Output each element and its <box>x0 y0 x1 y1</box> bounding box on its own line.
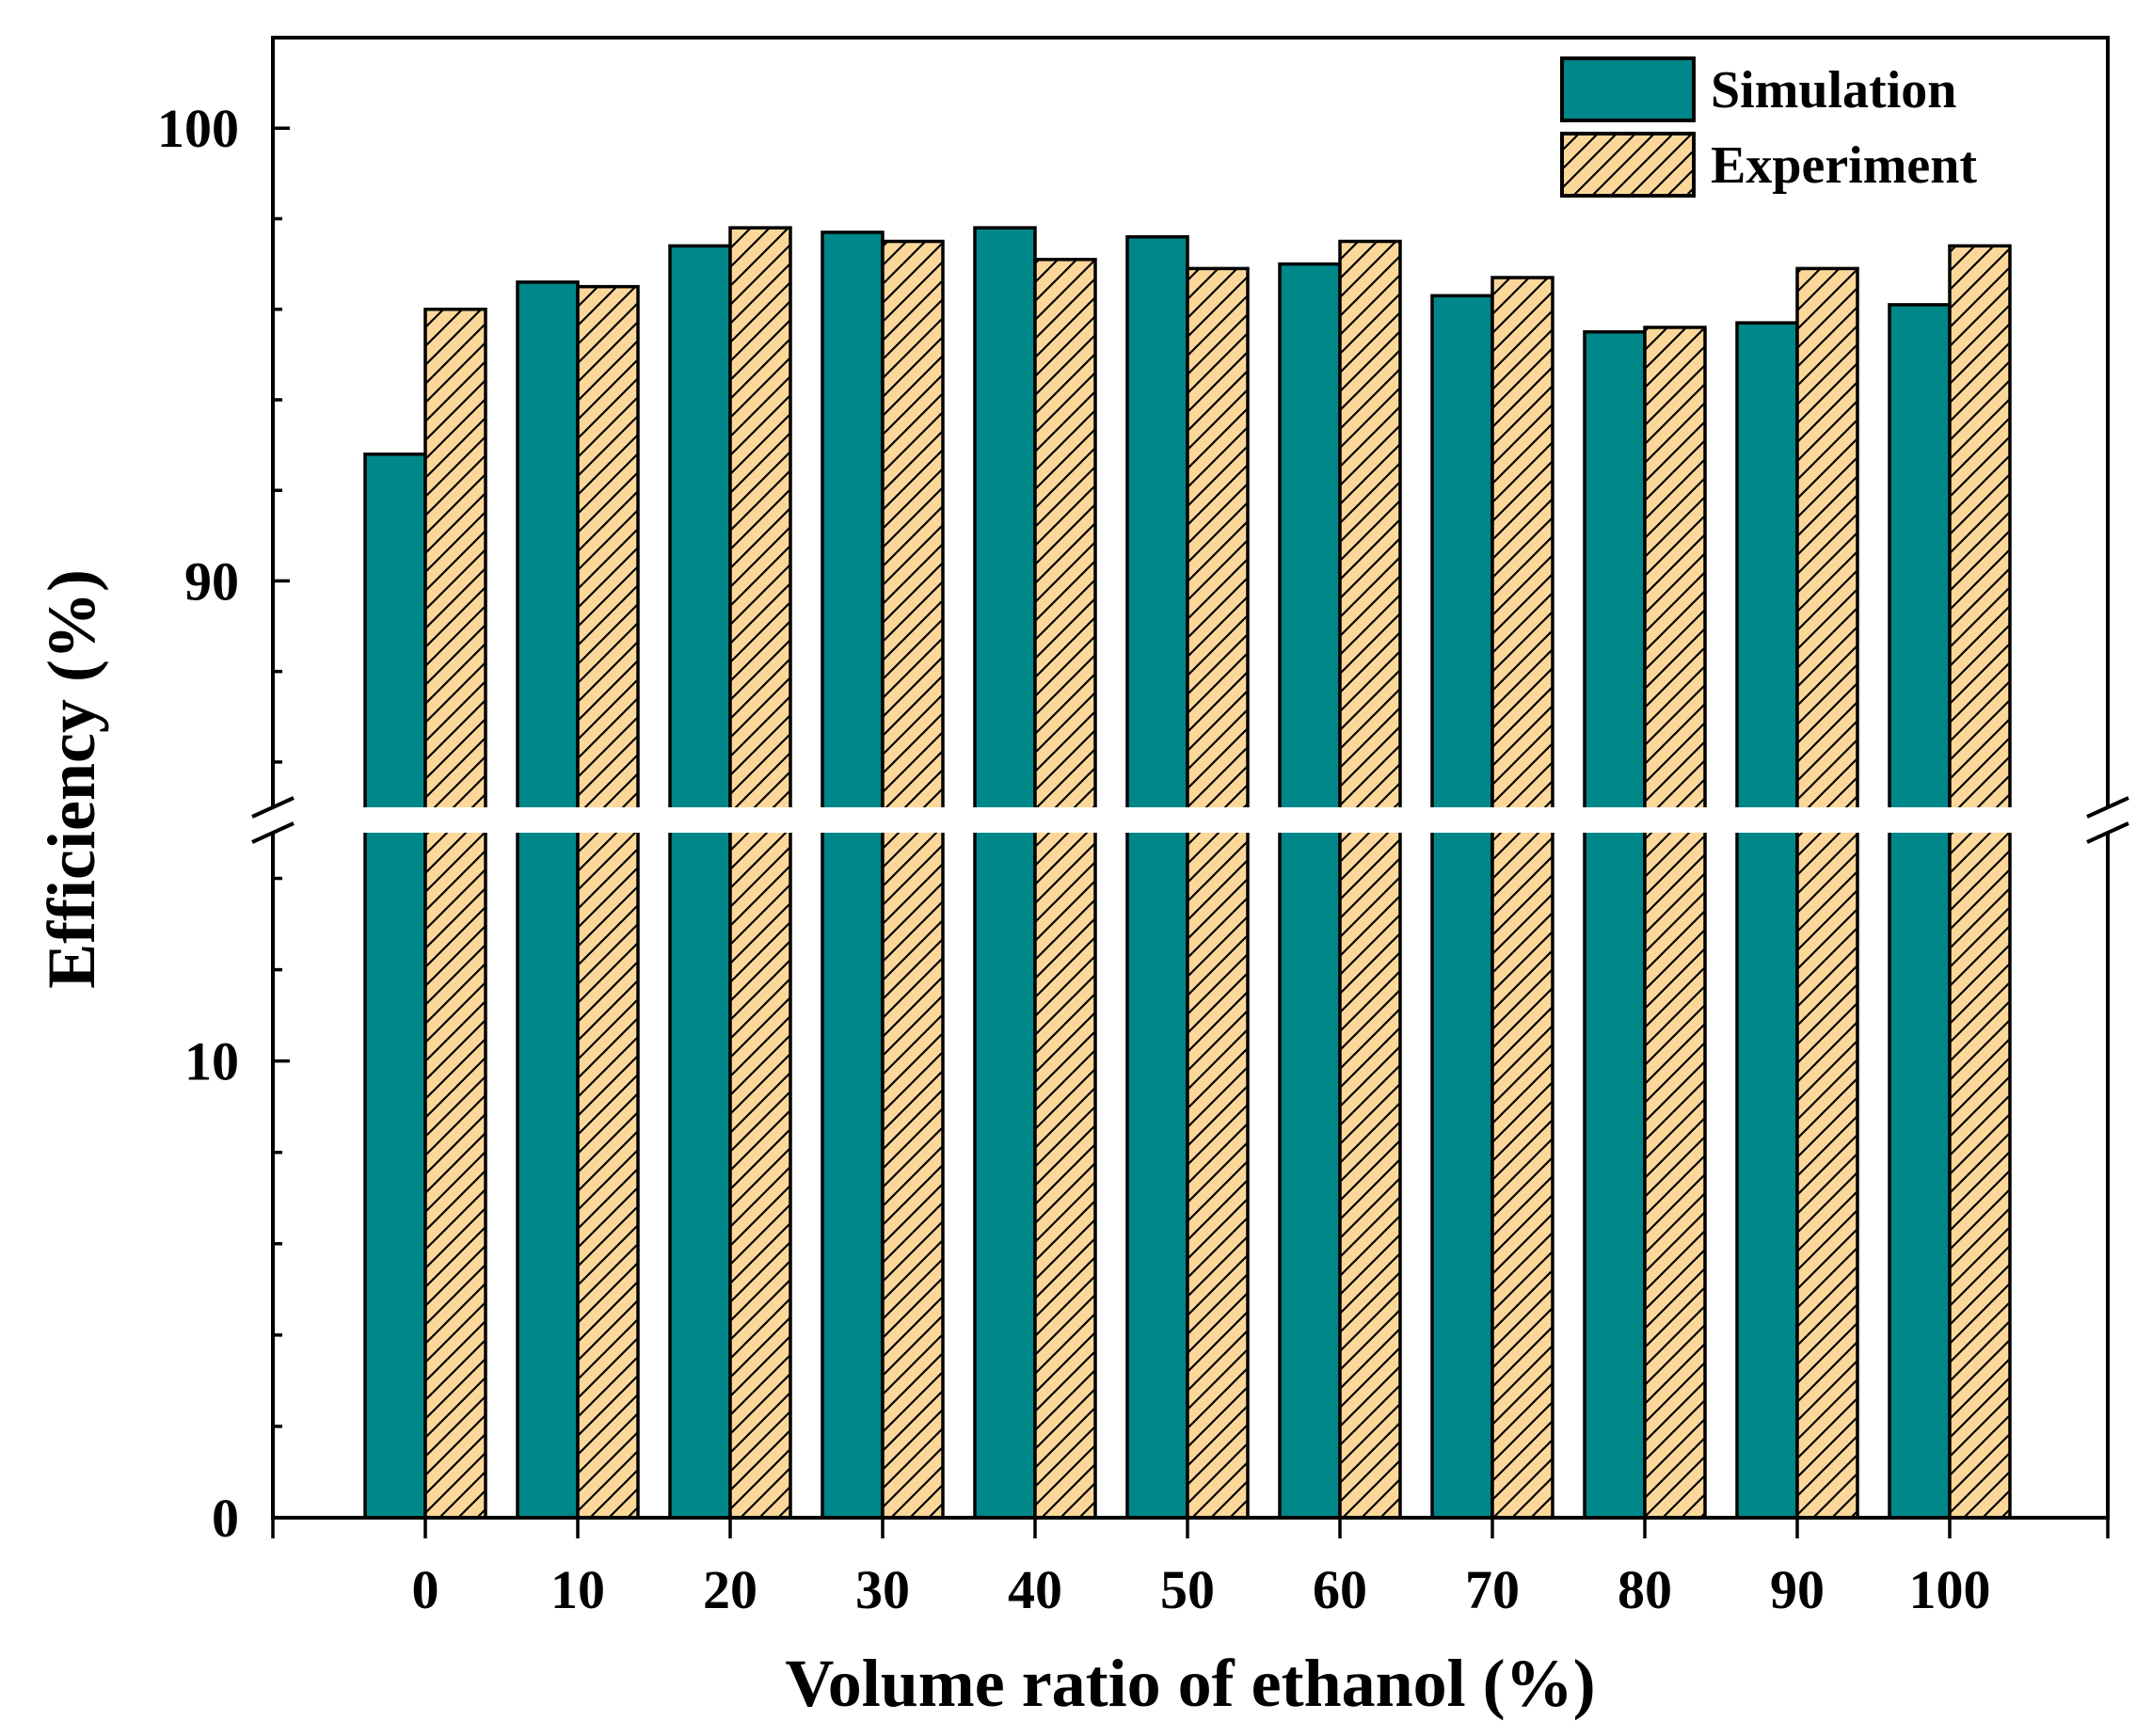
axes-layer <box>251 36 2129 1538</box>
y-tick-label-10: 10 <box>184 1031 239 1092</box>
bar-experiment-10 <box>576 284 640 1520</box>
bar-experiment-70 <box>1490 276 1554 1520</box>
bar-simulation-70 <box>1430 294 1494 1520</box>
legend-label-experiment: Experiment <box>1711 136 1977 195</box>
y-tick-label-100: 100 <box>157 98 239 159</box>
bar-experiment-80 <box>1643 326 1707 1520</box>
y-axis-title: Efficiency (%) <box>34 569 109 989</box>
bar-experiment-50 <box>1186 266 1250 1520</box>
x-axis-title: Volume ratio of ethanol (%) <box>785 1646 1595 1721</box>
x-tick-label-60: 60 <box>1313 1559 1367 1620</box>
y-tick-label-90: 90 <box>184 550 239 612</box>
bar-simulation-10 <box>516 280 580 1520</box>
bar-experiment-30 <box>881 239 945 1520</box>
bar-simulation-50 <box>1125 234 1189 1520</box>
legend-swatch-experiment <box>1560 132 1696 198</box>
bar-experiment-90 <box>1795 266 1859 1520</box>
x-tick-label-50: 50 <box>1160 1559 1215 1620</box>
bar-simulation-20 <box>668 244 732 1520</box>
bar-simulation-0 <box>363 452 427 1520</box>
axis-break-mark-right-1 <box>2086 821 2129 844</box>
bar-experiment-100 <box>1948 244 2012 1520</box>
x-tick-label-30: 30 <box>855 1559 910 1620</box>
legend: Simulation Experiment <box>1560 56 1977 198</box>
x-tick-label-20: 20 <box>703 1559 757 1620</box>
bar-experiment-0 <box>423 307 487 1520</box>
bar-experiment-40 <box>1033 258 1097 1520</box>
legend-swatch-simulation <box>1560 56 1696 122</box>
axis-break-mark-left-0 <box>251 796 295 819</box>
x-tick-label-40: 40 <box>1008 1559 1062 1620</box>
x-tick-label-10: 10 <box>550 1559 605 1620</box>
x-tick-label-70: 70 <box>1465 1559 1520 1620</box>
x-tick-label-100: 100 <box>1909 1559 1991 1620</box>
x-tick-label-90: 90 <box>1770 1559 1825 1620</box>
bars-layer <box>250 226 2130 1520</box>
bar-simulation-40 <box>973 226 1037 1520</box>
bar-simulation-30 <box>821 231 885 1520</box>
labels-layer: Volume ratio of ethanol (%) Efficiency (… <box>34 98 1991 1721</box>
bar-simulation-80 <box>1583 330 1647 1520</box>
bar-experiment-20 <box>728 226 792 1520</box>
bar-experiment-60 <box>1338 239 1402 1520</box>
legend-label-simulation: Simulation <box>1711 61 1956 119</box>
x-tick-label-80: 80 <box>1618 1559 1672 1620</box>
x-tick-label-0: 0 <box>412 1559 439 1620</box>
axis-break-mark-right-0 <box>2086 796 2129 819</box>
axis-break-mark-left-1 <box>251 821 295 844</box>
y-tick-label-0: 0 <box>212 1488 239 1549</box>
bar-simulation-60 <box>1278 262 1342 1520</box>
axis-break-gap <box>250 807 2130 833</box>
bar-simulation-90 <box>1735 321 1799 1520</box>
bar-simulation-100 <box>1888 303 1952 1520</box>
